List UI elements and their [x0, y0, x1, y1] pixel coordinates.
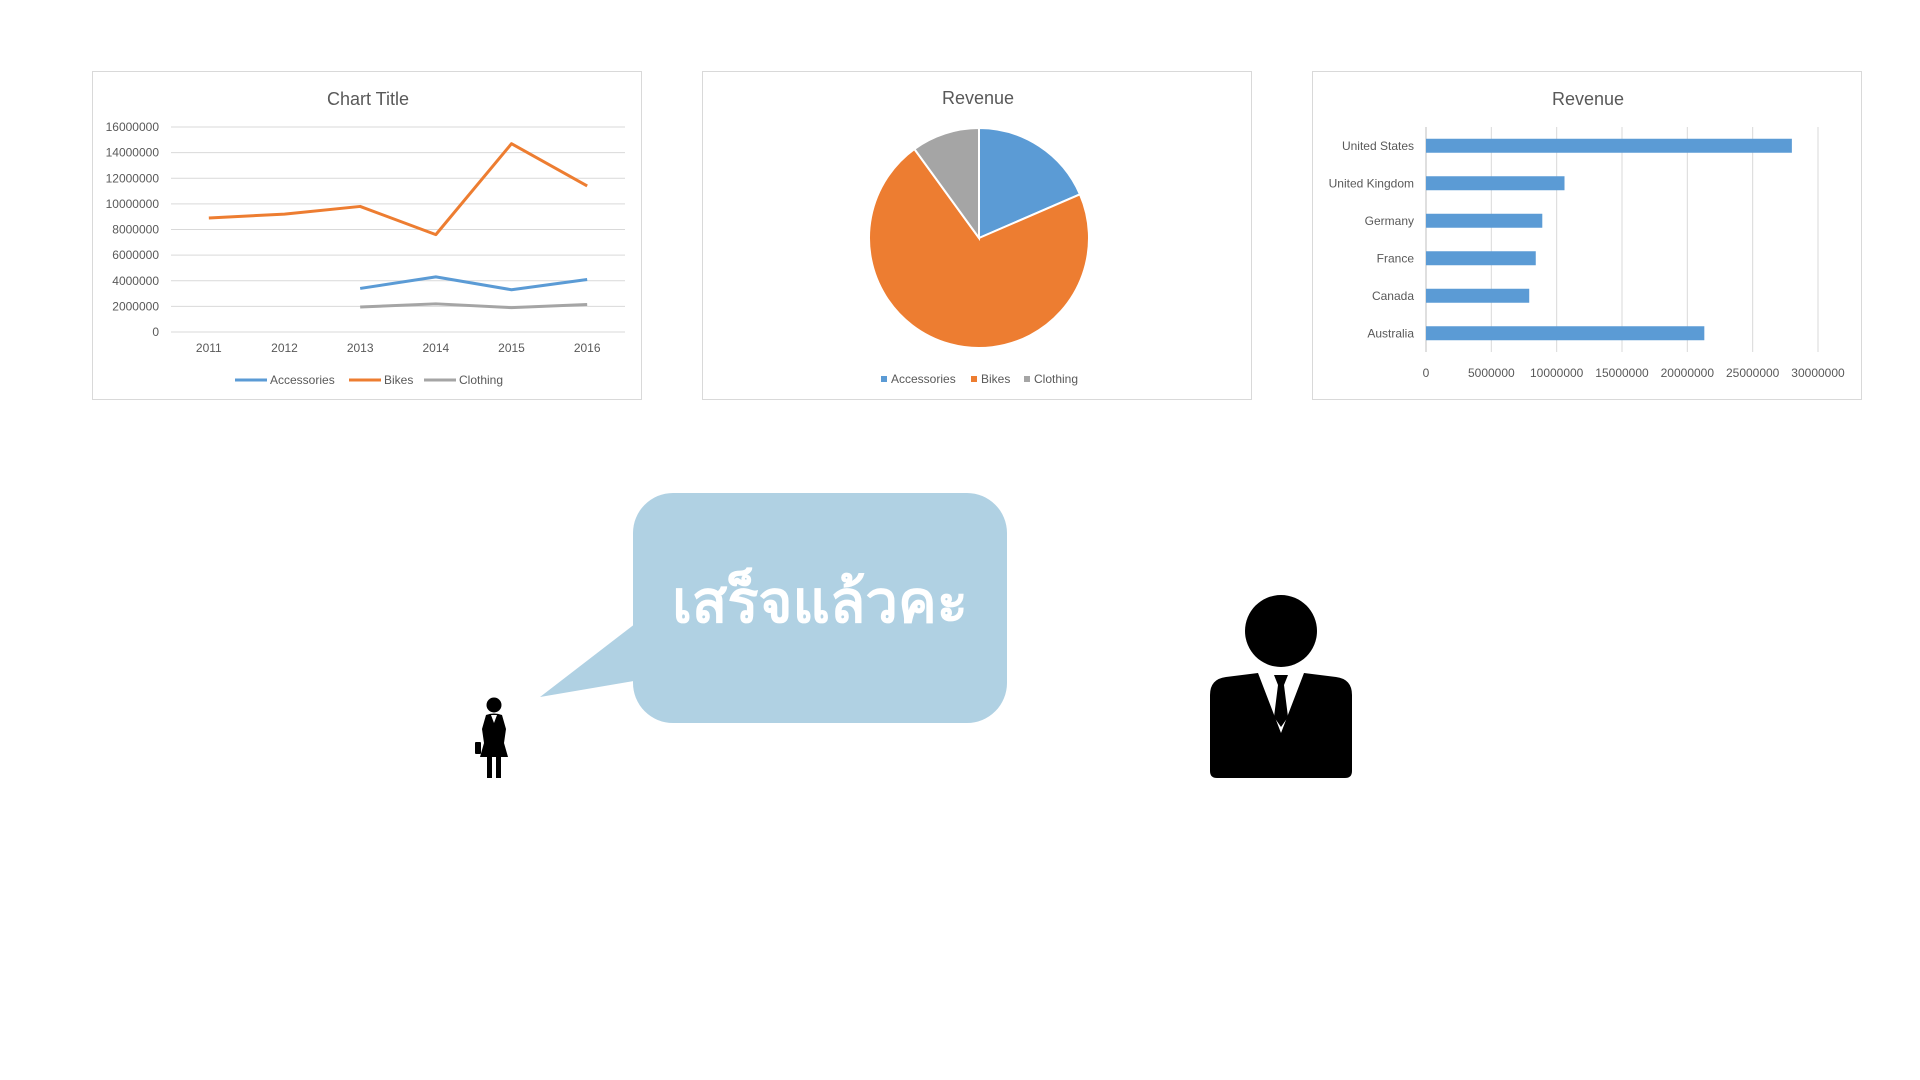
bar-france: [1426, 251, 1536, 266]
pie-slice-clothing: [912, 126, 980, 242]
pie-chart-panel: Revenue Accessories Bikes Clothing: [702, 71, 1252, 400]
legend-label: Bikes: [981, 372, 1010, 386]
businesswoman-icon: [475, 697, 508, 778]
series-line-bikes: [208, 142, 588, 237]
x-tick-label: 2016: [574, 341, 601, 355]
bar-chart-panel: Revenue United States United Kingdom Germa…: [1312, 71, 1862, 400]
legend-swatch-clothing: [1024, 376, 1030, 382]
bar-chart-title: Revenue: [1552, 89, 1624, 109]
x-tick-label: 5000000: [1468, 366, 1515, 380]
y-tick-label: 16000000: [106, 120, 160, 134]
category-label: France: [1377, 251, 1415, 265]
pie-slice-accessories: [978, 126, 1082, 240]
bar-canada: [1426, 288, 1530, 303]
legend-label: Clothing: [459, 373, 503, 387]
category-label: Canada: [1372, 289, 1414, 303]
bar-united-kingdom: [1426, 176, 1565, 191]
legend-label: Bikes: [384, 373, 413, 387]
bar-chart: Revenue United States United Kingdom Germa…: [1329, 89, 1845, 380]
y-tick-label: 2000000: [112, 299, 159, 313]
x-tick-label: 2011: [196, 341, 222, 355]
legend-label: Accessories: [270, 373, 335, 387]
bar-australia: [1426, 326, 1705, 341]
x-tick-label: 30000000: [1791, 366, 1845, 380]
pie-chart-title: Revenue: [942, 88, 1014, 108]
y-tick-label: 6000000: [112, 248, 159, 262]
category-label: United States: [1342, 139, 1414, 153]
series-line-clothing: [360, 302, 588, 310]
x-tick-label: 25000000: [1726, 366, 1780, 380]
legend-label: Clothing: [1034, 372, 1078, 386]
y-tick-label: 14000000: [106, 146, 160, 160]
x-tick-label: 10000000: [1530, 366, 1584, 380]
legend-swatch-bikes: [971, 376, 977, 382]
speech-bubble-text: เสร็จแล้วคะ: [672, 568, 968, 636]
line-chart: Chart Title 0 2000000 4000000 6000000 800000…: [106, 89, 625, 387]
y-tick-label: 12000000: [106, 171, 160, 185]
y-tick-label: 10000000: [106, 197, 160, 211]
x-tick-label: 2013: [347, 341, 374, 355]
series-line-accessories: [359, 275, 588, 292]
businessman-icon: [1210, 595, 1352, 778]
pie-chart: Revenue Accessories Bikes Clothing: [868, 88, 1090, 386]
x-tick-label: 2014: [422, 341, 449, 355]
category-label: United Kingdom: [1329, 176, 1414, 190]
line-chart-panel: Chart Title 0 2000000 4000000 6000000 800000…: [92, 71, 642, 400]
category-label: Germany: [1365, 214, 1414, 228]
bar-united-states: [1426, 138, 1792, 153]
x-tick-label: 20000000: [1661, 366, 1715, 380]
x-tick-label: 15000000: [1595, 366, 1649, 380]
legend-swatch-accessories: [881, 376, 887, 382]
bar-germany: [1426, 213, 1543, 228]
legend-label: Accessories: [891, 372, 956, 386]
speech-bubble: [633, 493, 1007, 723]
speech-bubble-tail: [540, 620, 640, 697]
y-tick-label: 4000000: [112, 274, 159, 288]
y-tick-label: 8000000: [112, 223, 159, 237]
line-chart-title: Chart Title: [327, 89, 409, 109]
pie-slice-bikes: [868, 147, 1090, 349]
y-tick-label: 0: [152, 325, 159, 339]
x-tick-label: 0: [1423, 366, 1430, 380]
x-tick-label: 2015: [498, 341, 525, 355]
x-tick-label: 2012: [271, 341, 298, 355]
category-label: Australia: [1367, 326, 1414, 340]
